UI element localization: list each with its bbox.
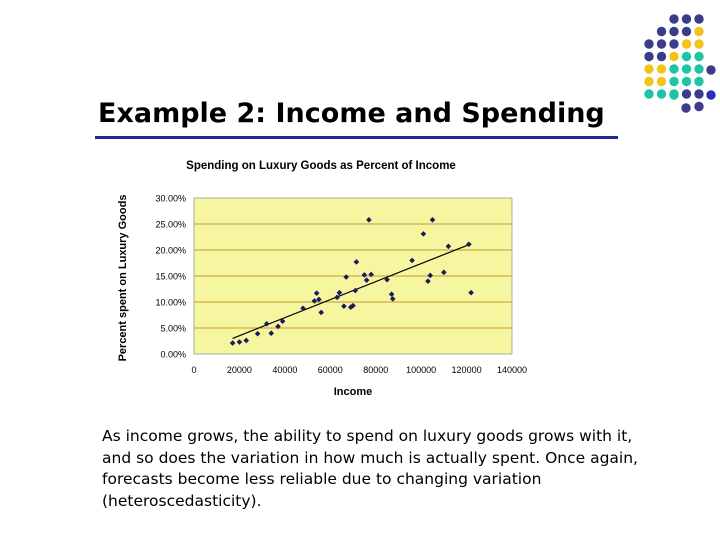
data-point [468, 289, 474, 296]
data-point [366, 217, 372, 223]
data-point [229, 340, 236, 346]
slide-title: Example 2: Income and Spending [98, 98, 605, 129]
y-tick-label: 20.00% [155, 246, 186, 256]
y-tick-label: 5.00% [160, 324, 186, 334]
x-tick-label: 140000 [497, 365, 527, 375]
data-point [334, 294, 340, 301]
data-point [384, 276, 390, 283]
data-point [268, 330, 275, 336]
x-tick-label: 60000 [318, 365, 343, 375]
data-point [263, 321, 270, 327]
data-point [243, 337, 250, 344]
scatter-chart: Spending on Luxury Goods as Percent of I… [117, 160, 527, 398]
plot-area: 0.00% 5.00% 10.00% 15.00% 20.00% 25.00% 30.00%… [155, 194, 527, 376]
data-point [353, 259, 360, 265]
data-point [352, 287, 359, 294]
y-tick-label: 10.00% [155, 298, 186, 308]
data-point [409, 257, 415, 264]
data-point [254, 330, 261, 337]
x-axis-label: Income [334, 386, 373, 398]
y-tick-label: 15.00% [155, 272, 186, 282]
y-tick-label: 0.00% [160, 350, 186, 360]
data-point [279, 318, 286, 325]
data-point [347, 304, 354, 310]
data-point [441, 269, 447, 276]
y-tick-label: 30.00% [155, 194, 186, 204]
data-point [388, 291, 395, 297]
x-tick-label: 80000 [363, 365, 388, 375]
body-paragraph: As income grows, the ability to spend on… [102, 427, 638, 510]
data-point [316, 296, 322, 303]
title-underline [95, 136, 618, 139]
data-point [466, 241, 472, 248]
data-point [300, 305, 306, 312]
x-tick-label: 120000 [452, 365, 482, 375]
data-point [427, 272, 434, 279]
x-tick-label: 20000 [227, 365, 252, 375]
x-tick-label: 100000 [406, 365, 436, 375]
data-point [311, 298, 318, 304]
chart-title: Spending on Luxury Goods as Percent of I… [186, 160, 456, 172]
data-point [368, 271, 374, 278]
x-tick-label: 40000 [272, 365, 297, 375]
data-point [236, 339, 243, 345]
data-point [425, 278, 431, 284]
data-point [350, 302, 356, 309]
data-point [420, 231, 427, 237]
data-point [341, 303, 347, 309]
data-point [318, 309, 324, 316]
data-point [336, 289, 343, 296]
x-tick-label: 0 [191, 365, 196, 375]
data-point [313, 290, 320, 296]
y-tick-label: 25.00% [155, 220, 186, 230]
y-axis-label: Percent spent on Luxury Goods [117, 195, 129, 362]
data-point [429, 217, 436, 223]
data-point [363, 277, 370, 283]
data-point [275, 323, 281, 330]
data-point [343, 274, 349, 280]
data-point [445, 243, 452, 250]
data-point [361, 272, 368, 278]
trendline [232, 243, 472, 339]
data-point [389, 296, 396, 302]
